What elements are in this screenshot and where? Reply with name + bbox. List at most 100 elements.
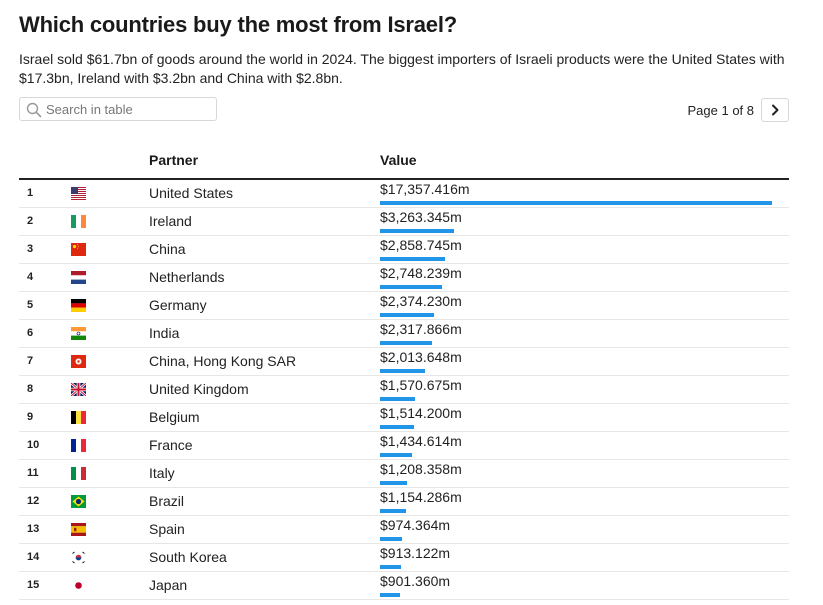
table-row: 2 Ireland $3,263.345m (19, 208, 789, 236)
value-bar (380, 201, 772, 205)
flag-in-icon (71, 327, 86, 340)
row-value-label: $1,154.286m (380, 489, 462, 505)
row-partner: United States (149, 185, 234, 201)
row-partner: France (149, 437, 193, 453)
row-value-label: $913.122m (380, 545, 451, 561)
table-row: 1 United States $17,357.416m (19, 180, 789, 208)
row-partner: China (149, 241, 186, 257)
row-partner: Italy (149, 465, 175, 481)
row-rank: 12 (27, 495, 40, 507)
flag-be-icon (71, 411, 86, 424)
row-partner: India (149, 325, 180, 341)
row-value-label: $1,570.675m (380, 377, 462, 393)
table-row: 10 France $1,434.614m (19, 432, 789, 460)
flag-br-icon (71, 495, 86, 508)
page-indicator: Page 1 of 8 (687, 102, 755, 118)
row-rank: 1 (27, 187, 34, 199)
row-partner: South Korea (149, 549, 227, 565)
table-row: 11 Italy $1,208.358m (19, 460, 789, 488)
row-partner: Belgium (149, 409, 200, 425)
value-bar (380, 341, 432, 345)
table-row: 14 South Korea $913.122m (19, 544, 789, 572)
row-rank: 13 (27, 523, 40, 535)
value-bar (380, 481, 407, 485)
table-row: 15 Japan $901.360m (19, 572, 789, 600)
table-row: 5 Germany $2,374.230m (19, 292, 789, 320)
flag-de-icon (71, 299, 86, 312)
row-rank: 11 (27, 467, 39, 479)
flag-us-icon (71, 187, 86, 200)
row-value-label: $2,858.745m (380, 237, 462, 253)
row-value-label: $974.364m (380, 517, 451, 533)
row-rank: 7 (27, 355, 34, 367)
row-value-label: $2,374.230m (380, 293, 462, 309)
row-partner: Japan (149, 577, 188, 593)
row-value-label: $3,263.345m (380, 209, 462, 225)
table-row: 12 Brazil $1,154.286m (19, 488, 789, 516)
flag-cn-icon (71, 243, 86, 256)
value-bar (380, 285, 442, 289)
row-partner: Spain (149, 521, 185, 537)
flag-kr-icon (71, 551, 86, 564)
flag-ie-icon (71, 215, 86, 228)
row-value-label: $901.360m (380, 573, 451, 589)
row-rank: 5 (27, 299, 34, 311)
row-value-label: $1,434.614m (380, 433, 462, 449)
value-bar (380, 229, 454, 233)
table-row: 3 China $2,858.745m (19, 236, 789, 264)
flag-it-icon (71, 467, 86, 480)
row-value-label: $1,514.200m (380, 405, 462, 421)
value-bar (380, 369, 425, 373)
row-value-label: $2,748.239m (380, 265, 462, 281)
row-value-label: $2,317.866m (380, 321, 462, 337)
value-bar (380, 257, 445, 261)
column-header-partner[interactable]: Partner (149, 152, 199, 168)
column-header-value[interactable]: Value (380, 152, 417, 168)
table-body: 1 United States $17,357.416m 2 Ireland $3,263… (19, 180, 789, 600)
table-row: 4 Netherlands $2,748.239m (19, 264, 789, 292)
table-header: Partner Value (19, 152, 789, 180)
search-input[interactable] (46, 100, 211, 118)
row-rank: 6 (27, 327, 34, 339)
page-subtitle: Israel sold $61.7bn of goods around the … (19, 51, 785, 86)
flag-nl-icon (71, 271, 86, 284)
flag-fr-icon (71, 439, 86, 452)
table-row: 13 Spain $974.364m (19, 516, 789, 544)
value-bar (380, 313, 434, 317)
row-partner: United Kingdom (149, 381, 249, 397)
next-page-button[interactable] (761, 98, 789, 122)
row-rank: 3 (27, 243, 34, 255)
value-bar (380, 593, 400, 597)
value-bar (380, 565, 401, 569)
pagination: Page 1 of 8 (687, 97, 789, 123)
row-partner: Ireland (149, 213, 192, 229)
flag-es-icon (71, 523, 86, 536)
row-rank: 10 (27, 439, 40, 451)
flag-gb-icon (71, 383, 86, 396)
table-row: 7 China, Hong Kong SAR $2,013.648m (19, 348, 789, 376)
row-value-label: $1,208.358m (380, 461, 462, 477)
flag-jp-icon (71, 579, 86, 592)
table-row: 8 United Kingdom $1,570.675m (19, 376, 789, 404)
row-value-label: $17,357.416m (380, 181, 470, 197)
value-bar (380, 453, 412, 457)
row-partner: Germany (149, 297, 207, 313)
search-box[interactable] (19, 97, 217, 121)
value-bar (380, 425, 414, 429)
value-bar (380, 537, 402, 541)
row-rank: 4 (27, 271, 34, 283)
value-bar (380, 509, 406, 513)
flag-hk-icon (71, 355, 86, 368)
search-icon (26, 102, 42, 118)
table-row: 9 Belgium $1,514.200m (19, 404, 789, 432)
row-rank: 15 (27, 579, 40, 591)
row-partner: Netherlands (149, 269, 225, 285)
row-rank: 9 (27, 411, 34, 423)
row-rank: 2 (27, 215, 34, 227)
table-row: 6 India $2,317.866m (19, 320, 789, 348)
chevron-right-icon (772, 104, 779, 116)
page-title: Which countries buy the most from Israel… (19, 12, 457, 37)
row-value-label: $2,013.648m (380, 349, 462, 365)
row-rank: 8 (27, 383, 34, 395)
row-partner: China, Hong Kong SAR (149, 353, 297, 369)
